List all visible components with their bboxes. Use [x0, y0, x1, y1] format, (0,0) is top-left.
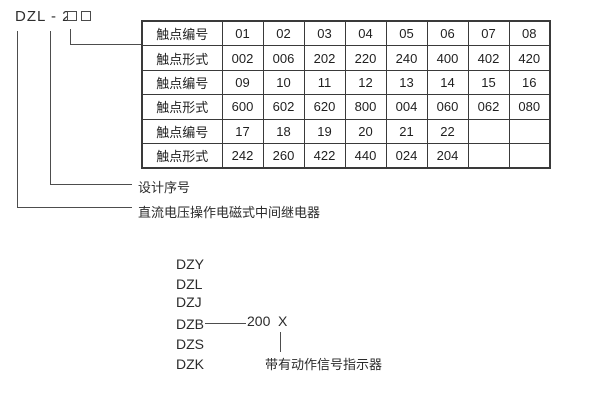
row-label-cell: 触点编号 [141, 20, 223, 47]
table-row: 触点形式 002 006 202 220 240 400 402 420 [141, 45, 551, 71]
table-row: 触点编号 17 18 19 20 21 22 [141, 118, 551, 144]
series-item-dzk: DZK [176, 356, 204, 372]
table-cell: 004 [385, 94, 428, 120]
model-code: DZL - 2 [15, 8, 72, 25]
table-cell: 440 [344, 142, 387, 169]
leader-line-contact-box-vertical [70, 29, 71, 45]
table-row: 触点编号 09 10 11 12 13 14 15 16 [141, 69, 551, 96]
table-cell: 05 [385, 20, 428, 47]
row-label-cell: 触点形式 [141, 142, 223, 169]
indicator-connector-line [280, 332, 281, 352]
table-cell: 02 [262, 20, 305, 47]
table-row: 触点编号 01 02 03 04 05 06 07 08 [141, 20, 551, 47]
dzb-number: 200 [247, 313, 271, 329]
series-item-dzs: DZS [176, 336, 204, 352]
table-cell: 13 [385, 69, 428, 96]
table-cell: 21 [385, 118, 428, 144]
table-cell: 240 [385, 45, 428, 71]
leader-line-relay-type-vertical [17, 31, 18, 207]
table-cell: 01 [221, 20, 264, 47]
table-cell: 12 [344, 69, 387, 96]
table-cell: 260 [262, 142, 305, 169]
table-cell: 20 [344, 118, 387, 144]
leader-line-design-serial-vertical [50, 31, 51, 184]
placeholder-box-2 [80, 11, 91, 21]
series-item-dzl: DZL [176, 276, 203, 292]
table-cell [508, 118, 551, 144]
indicator-note-label: 带有动作信号指示器 [265, 357, 383, 372]
table-cell: 07 [467, 20, 510, 47]
table-cell: 006 [262, 45, 305, 71]
contact-code-table: 触点编号 01 02 03 04 05 06 07 08 触点形式 002 00… [141, 20, 551, 170]
table-cell: 22 [426, 118, 469, 144]
table-cell: 06 [426, 20, 469, 47]
table-cell: 420 [508, 45, 551, 71]
table-cell: 202 [303, 45, 346, 71]
table-cell: 800 [344, 94, 387, 120]
leader-line-contact-box-horizontal [70, 44, 141, 45]
table-cell: 060 [426, 94, 469, 120]
table-cell: 620 [303, 94, 346, 120]
table-cell: 002 [221, 45, 264, 71]
table-cell: 402 [467, 45, 510, 71]
table-cell: 09 [221, 69, 264, 96]
table-cell: 602 [262, 94, 305, 120]
dzb-connector-line [205, 323, 246, 324]
table-row: 触点形式 600 602 620 800 004 060 062 080 [141, 94, 551, 120]
table-cell: 600 [221, 94, 264, 120]
table-cell: 422 [303, 142, 346, 169]
table-cell: 400 [426, 45, 469, 71]
table-cell: 242 [221, 142, 264, 169]
leader-line-design-serial-horizontal [50, 184, 132, 185]
table-cell: 16 [508, 69, 551, 96]
table-cell: 04 [344, 20, 387, 47]
table-cell: 10 [262, 69, 305, 96]
table-cell: 15 [467, 69, 510, 96]
table-cell: 062 [467, 94, 510, 120]
table-cell: 17 [221, 118, 264, 144]
table-cell [508, 142, 551, 169]
table-cell: 19 [303, 118, 346, 144]
row-label-cell: 触点形式 [141, 45, 223, 71]
table-cell: 204 [426, 142, 469, 169]
design-serial-label: 设计序号 [138, 180, 191, 195]
table-cell [467, 142, 510, 169]
table-row: 触点形式 242 260 422 440 024 204 [141, 142, 551, 169]
relay-type-label: 直流电压操作电磁式中间继电器 [138, 205, 321, 220]
table-cell: 08 [508, 20, 551, 47]
series-item-dzb: DZB [176, 316, 204, 332]
row-label-cell: 触点形式 [141, 94, 223, 120]
table-cell: 080 [508, 94, 551, 120]
row-label-cell: 触点编号 [141, 69, 223, 96]
table-cell: 11 [303, 69, 346, 96]
table-cell: 18 [262, 118, 305, 144]
leader-line-relay-type-horizontal [17, 207, 132, 208]
table-cell: 03 [303, 20, 346, 47]
series-item-dzy: DZY [176, 256, 204, 272]
dzb-suffix: X [278, 313, 288, 329]
table-cell: 14 [426, 69, 469, 96]
table-cell: 220 [344, 45, 387, 71]
series-item-dzj: DZJ [176, 294, 202, 310]
table-cell [467, 118, 510, 144]
placeholder-box-1 [67, 11, 77, 21]
row-label-cell: 触点编号 [141, 118, 223, 144]
table-cell: 024 [385, 142, 428, 169]
